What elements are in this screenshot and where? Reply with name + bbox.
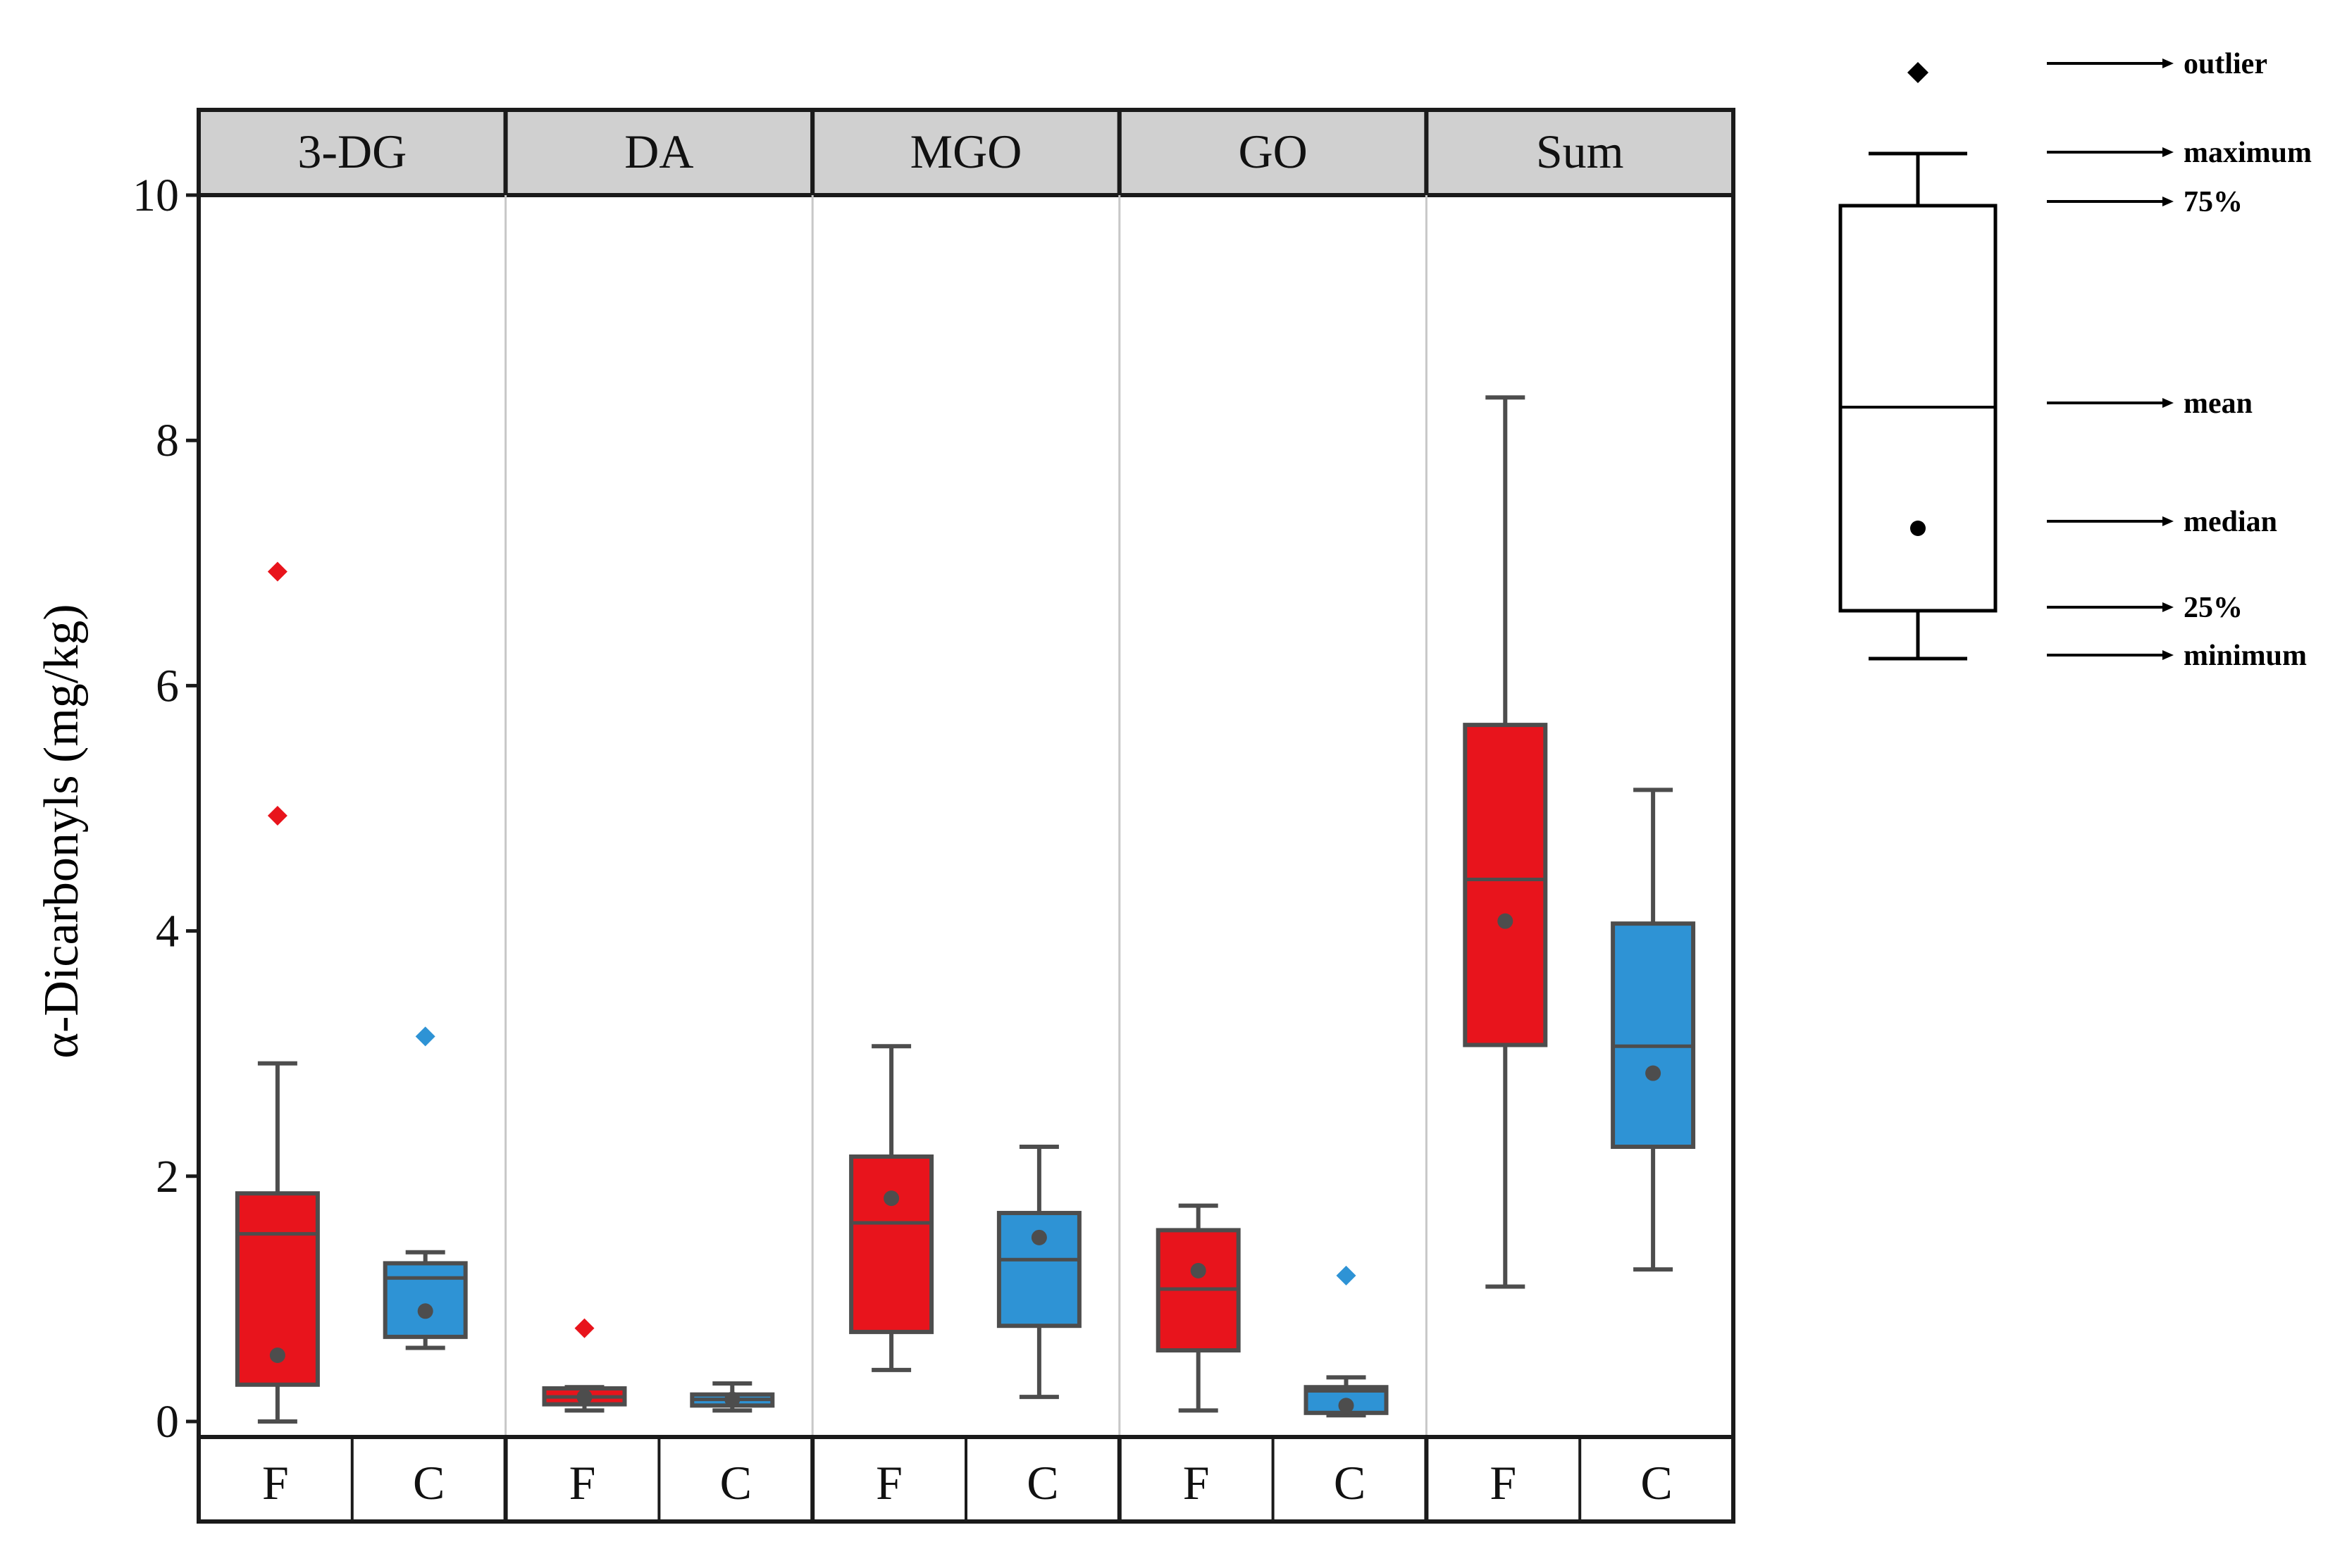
outlier-point <box>574 1318 595 1338</box>
panel-title: MGO <box>910 125 1022 178</box>
legend-label-3: mean <box>2184 387 2253 420</box>
legend-label-2: 75% <box>2184 186 2243 218</box>
legend-label-5: 25% <box>2184 592 2243 624</box>
y-tick-label: 4 <box>156 906 179 957</box>
category-label: F <box>876 1456 903 1510</box>
legend-arrowhead <box>2162 147 2174 157</box>
y-tick-label: 10 <box>132 170 179 221</box>
panel-header <box>503 108 815 197</box>
panel-header <box>197 108 508 197</box>
y-tick-label: 2 <box>156 1151 179 1202</box>
legend-label-4: median <box>2184 506 2277 538</box>
box-body <box>383 1261 468 1339</box>
median-dot <box>1338 1398 1354 1414</box>
box-da-c <box>690 1381 775 1413</box>
panel-title: DA <box>624 125 693 178</box>
panel-title: Sum <box>1536 125 1624 178</box>
legend-arrowhead <box>2162 398 2174 408</box>
legend-arrowhead <box>2162 602 2174 612</box>
legend-arrowhead <box>2162 516 2174 526</box>
box-body <box>849 1154 934 1334</box>
category-label: C <box>413 1456 445 1510</box>
category-label: F <box>1183 1456 1210 1510</box>
median-dot <box>576 1389 593 1405</box>
category-label: C <box>1640 1456 1672 1510</box>
category-label: F <box>1490 1456 1516 1510</box>
box-sum-f <box>1463 395 1548 1289</box>
category-label: F <box>262 1456 289 1510</box>
category-label: C <box>1027 1456 1058 1510</box>
median-dot <box>724 1391 741 1407</box>
legend-arrowhead <box>2162 58 2174 68</box>
y-axis-label: α-Dicarbonyls (mg/kg) <box>35 604 89 1058</box>
median-dot <box>884 1190 900 1207</box>
outlier-point <box>267 561 287 582</box>
category-label: C <box>1334 1456 1366 1510</box>
box-body <box>1463 723 1548 1047</box>
box-go-c <box>1303 1265 1389 1418</box>
legend-outlier-point <box>1907 62 1928 83</box>
legend-median-dot <box>1910 521 1926 536</box>
median-dot <box>1031 1229 1047 1245</box>
y-tick-label: 0 <box>156 1396 179 1448</box>
median-dot <box>1190 1262 1206 1278</box>
outlier-point <box>1336 1265 1356 1286</box>
panel-title: GO <box>1238 125 1307 178</box>
category-label: F <box>569 1456 596 1510</box>
median-dot <box>1497 913 1513 929</box>
outlier-point <box>267 805 287 826</box>
y-tick-label: 6 <box>156 660 179 711</box>
legend: outlier maximum 75% mean median 25% minimum <box>1838 48 2312 672</box>
legend-label-0: outlier <box>2184 48 2267 80</box>
median-dot <box>1645 1065 1661 1081</box>
box-3-dg-c <box>383 1026 468 1350</box>
box-go-f <box>1156 1203 1241 1413</box>
y-tick-label: 8 <box>156 415 179 466</box>
box-3-dg-f <box>235 561 320 1424</box>
box-sum-c <box>1611 788 1696 1272</box>
median-dot <box>417 1303 433 1319</box>
legend-arrowhead <box>2162 650 2174 660</box>
panel-title: 3-DG <box>297 125 407 178</box>
median-dot <box>269 1347 285 1363</box>
legend-label-6: minimum <box>2184 640 2307 672</box>
box-mgo-c <box>996 1145 1082 1400</box>
box-body <box>1611 921 1696 1150</box>
legend-arrowhead <box>2162 197 2174 206</box>
box-da-f <box>542 1318 627 1413</box>
category-label: C <box>720 1456 752 1510</box>
outlier-point <box>415 1026 435 1047</box>
legend-label-1: maximum <box>2184 137 2312 169</box>
plot-area: 3-DG DA MGO GO Sum F C F C F C F C F C 0 2 4 6 8 10 <box>132 108 1736 1524</box>
box-mgo-f <box>849 1044 934 1372</box>
